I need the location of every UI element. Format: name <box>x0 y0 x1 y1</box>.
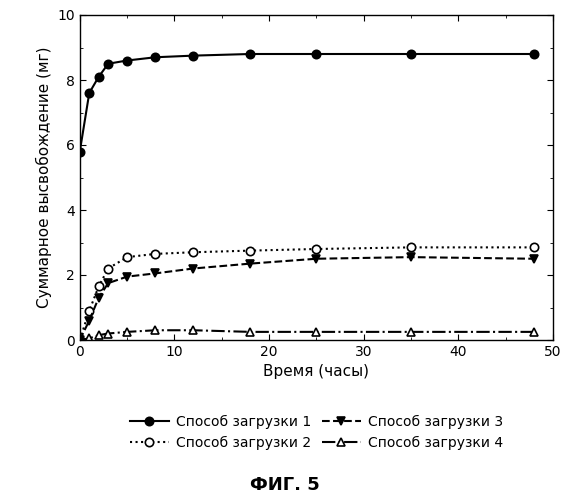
Способ загрузки 4 <box>76 337 83 343</box>
Способ загрузки 4 <box>152 327 159 333</box>
Способ загрузки 1 <box>313 51 320 57</box>
Способ загрузки 2 <box>408 244 414 250</box>
Способ загрузки 1 <box>190 52 197 59</box>
Способ загрузки 3 <box>76 337 83 343</box>
Способ загрузки 3 <box>531 256 538 262</box>
Способ загрузки 4 <box>86 336 93 342</box>
Способ загрузки 4 <box>531 329 538 335</box>
Способ загрузки 2 <box>190 249 197 255</box>
Способ загрузки 3 <box>86 318 93 324</box>
Line: Способ загрузки 4: Способ загрузки 4 <box>76 326 538 344</box>
Способ загрузки 3 <box>124 274 131 280</box>
Способ загрузки 4 <box>124 329 131 335</box>
Способ загрузки 3 <box>152 270 159 276</box>
Способ загрузки 2 <box>105 266 112 272</box>
Способ загрузки 3 <box>408 254 414 260</box>
Способ загрузки 1 <box>247 51 254 57</box>
Способ загрузки 2 <box>86 308 93 314</box>
Способ загрузки 4 <box>408 329 414 335</box>
Способ загрузки 1 <box>152 54 159 60</box>
Способ загрузки 2 <box>95 284 102 290</box>
Способ загрузки 1 <box>105 60 112 66</box>
Способ загрузки 1 <box>408 51 414 57</box>
Способ загрузки 2 <box>531 244 538 250</box>
Line: Способ загрузки 1: Способ загрузки 1 <box>76 50 538 156</box>
Text: ФИГ. 5: ФИГ. 5 <box>250 476 320 494</box>
Legend: Способ загрузки 1, Способ загрузки 2, Способ загрузки 3, Способ загрузки 4: Способ загрузки 1, Способ загрузки 2, Сп… <box>127 412 506 453</box>
Способ загрузки 1 <box>124 58 131 64</box>
Line: Способ загрузки 3: Способ загрузки 3 <box>76 253 538 344</box>
Способ загрузки 3 <box>313 256 320 262</box>
Способ загрузки 2 <box>76 337 83 343</box>
Способ загрузки 4 <box>95 332 102 338</box>
Способ загрузки 3 <box>105 280 112 286</box>
Способ загрузки 1 <box>95 74 102 80</box>
Line: Способ загрузки 2: Способ загрузки 2 <box>76 243 538 344</box>
Способ загрузки 1 <box>531 51 538 57</box>
Способ загрузки 1 <box>76 148 83 154</box>
Способ загрузки 3 <box>247 260 254 266</box>
Способ загрузки 4 <box>313 329 320 335</box>
Способ загрузки 4 <box>247 329 254 335</box>
Способ загрузки 4 <box>105 330 112 336</box>
Способ загрузки 4 <box>190 327 197 333</box>
Способ загрузки 2 <box>124 254 131 260</box>
Способ загрузки 3 <box>95 294 102 300</box>
Способ загрузки 2 <box>247 248 254 254</box>
Способ загрузки 1 <box>86 90 93 96</box>
Y-axis label: Суммарное высвобождение (мг): Суммарное высвобождение (мг) <box>35 47 52 308</box>
Способ загрузки 2 <box>313 246 320 252</box>
X-axis label: Время (часы): Время (часы) <box>263 364 369 380</box>
Способ загрузки 3 <box>190 266 197 272</box>
Способ загрузки 2 <box>152 251 159 257</box>
